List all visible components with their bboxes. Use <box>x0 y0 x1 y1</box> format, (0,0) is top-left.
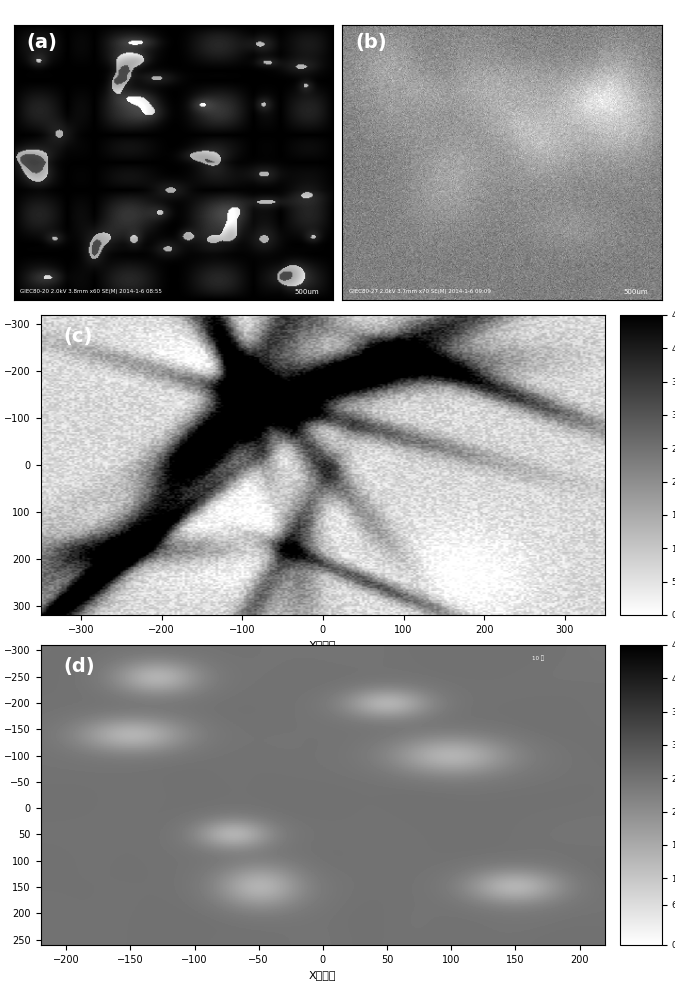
Text: (c): (c) <box>63 327 92 346</box>
X-axis label: X（徽）: X（徽） <box>309 640 337 650</box>
Text: (d): (d) <box>63 657 94 676</box>
Text: 500um: 500um <box>294 288 319 294</box>
Text: (a): (a) <box>26 33 57 52</box>
Text: GIEC80-20 2.0kV 3.8mm x60 SE(M) 2014-1-6 08:55: GIEC80-20 2.0kV 3.8mm x60 SE(M) 2014-1-6… <box>20 290 162 294</box>
Text: 500um: 500um <box>623 288 648 294</box>
Text: (b): (b) <box>355 33 387 52</box>
Text: 10 徽: 10 徽 <box>531 655 543 661</box>
Text: GIEC80-27 2.0kV 3.7mm x70 SE(M) 2014-1-6 09:09: GIEC80-27 2.0kV 3.7mm x70 SE(M) 2014-1-6… <box>349 290 491 294</box>
X-axis label: X（徽）: X（徽） <box>309 970 337 980</box>
